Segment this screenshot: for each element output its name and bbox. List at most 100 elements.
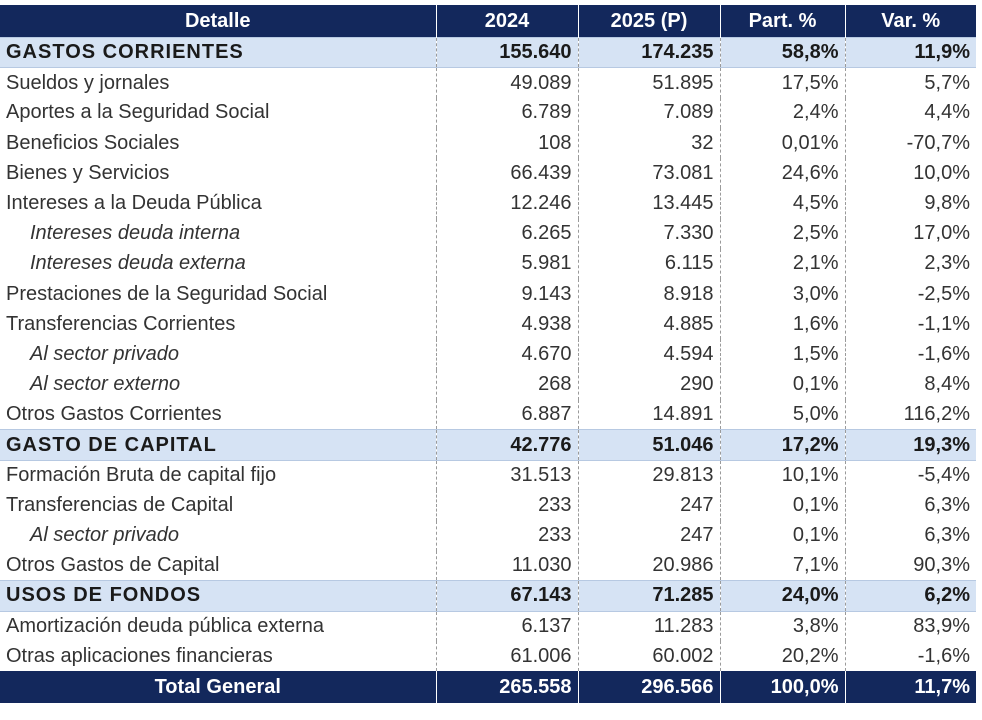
value-part: 1,6% xyxy=(719,309,845,340)
value-part: 2,1% xyxy=(719,248,845,279)
value-var: 4,4% xyxy=(844,97,976,129)
value-2024: 4.938 xyxy=(435,309,578,340)
table-row: Intereses deuda externa 5.981 6.115 2,1% 2,3… xyxy=(0,248,976,279)
value-2025: 51.046 xyxy=(577,429,720,461)
table-row: Formación Bruta de capital fijo 31.513 29.… xyxy=(0,460,976,491)
table-row: Prestaciones de la Seguridad Social 9.143… xyxy=(0,279,976,310)
value-2024: 66.439 xyxy=(435,158,578,189)
value-part: 7,1% xyxy=(719,550,845,581)
value-2024: 6.265 xyxy=(435,218,578,249)
header-var: Var. % xyxy=(844,5,976,38)
row-label: Otras aplicaciones financieras xyxy=(6,644,273,667)
value-2024: 42.776 xyxy=(435,429,578,461)
value-2025: 13.445 xyxy=(577,188,720,219)
row-label: Transferencias Corrientes xyxy=(6,312,236,335)
value-part: 10,1% xyxy=(719,460,845,491)
value-var: 19,3% xyxy=(844,429,976,461)
table-row: Intereses deuda interna 6.265 7.330 2,5% 17,… xyxy=(0,218,976,249)
value-var: 10,0% xyxy=(844,158,976,189)
value-2025: 8.918 xyxy=(577,279,720,310)
table-row: Beneficios Sociales 108 32 0,01% -70,7% xyxy=(0,128,976,159)
value-2024: 67.143 xyxy=(435,580,578,612)
row-label: Sueldos y jornales xyxy=(6,71,170,94)
value-part: 3,8% xyxy=(719,611,845,642)
value-2025: 20.986 xyxy=(577,550,720,581)
value-2025: 11.283 xyxy=(577,611,720,642)
value-2025: 29.813 xyxy=(577,460,720,491)
value-2025: 290 xyxy=(577,369,720,400)
table-row: Al sector privado 4.670 4.594 1,5% -1,6% xyxy=(0,339,976,370)
total-row: Total General 265.558 296.566 100,0% 11,… xyxy=(0,671,976,704)
value-2024: 6.137 xyxy=(435,611,578,642)
value-var: 83,9% xyxy=(844,611,976,642)
value-part: 24,0% xyxy=(719,580,845,612)
row-label: GASTO DE CAPITAL xyxy=(0,429,436,461)
header-2025: 2025 (P) xyxy=(577,5,720,38)
value-part: 24,6% xyxy=(719,158,845,189)
value-var: 6,3% xyxy=(844,520,976,551)
header-detalle: Detalle xyxy=(0,5,436,38)
table-row: Bienes y Servicios 66.439 73.081 24,6% 10,0% xyxy=(0,158,976,189)
value-2024: 233 xyxy=(435,520,578,551)
section-row: GASTOS CORRIENTES 155.640 174.235 58,8% 11,9… xyxy=(0,36,976,69)
value-var: -5,4% xyxy=(844,460,976,491)
table-row: Transferencias de Capital 233 247 0,1% 6,3% xyxy=(0,490,976,521)
total-2024: 265.558 xyxy=(435,671,578,704)
value-2024: 12.246 xyxy=(435,188,578,219)
value-part: 58,8% xyxy=(719,36,845,69)
table-row: Aportes a la Seguridad Social 6.789 7.089 2… xyxy=(0,97,976,129)
budget-table: Detalle 2024 2025 (P) Part. % Var. % GAS… xyxy=(0,5,976,704)
row-label: Intereses deuda interna xyxy=(30,222,241,245)
value-2025: 73.081 xyxy=(577,158,720,189)
value-part: 0,1% xyxy=(719,369,845,400)
table-row: Amortización deuda pública externa 6.137 1… xyxy=(0,611,976,642)
value-var: -1,1% xyxy=(844,309,976,340)
value-2025: 247 xyxy=(577,520,720,551)
value-2024: 31.513 xyxy=(435,460,578,491)
table-header-row: Detalle 2024 2025 (P) Part. % Var. % xyxy=(0,5,976,38)
row-label: Al sector externo xyxy=(30,373,181,396)
value-2025: 6.115 xyxy=(577,248,720,279)
value-2025: 174.235 xyxy=(577,36,720,69)
value-2024: 9.143 xyxy=(435,279,578,310)
value-var: 2,3% xyxy=(844,248,976,279)
row-label: Al sector privado xyxy=(30,524,179,547)
value-2025: 247 xyxy=(577,490,720,521)
row-label: Intereses a la Deuda Pública xyxy=(6,192,262,215)
value-part: 17,2% xyxy=(719,429,845,461)
value-2025: 7.330 xyxy=(577,218,720,249)
value-part: 20,2% xyxy=(719,641,845,672)
row-label: Transferencias de Capital xyxy=(6,493,234,516)
table-row: Sueldos y jornales 49.089 51.895 17,5% 5,7% xyxy=(0,67,976,98)
value-2024: 233 xyxy=(435,490,578,521)
value-part: 17,5% xyxy=(719,67,845,98)
row-label: Al sector privado xyxy=(30,342,179,365)
value-2024: 5.981 xyxy=(435,248,578,279)
value-part: 1,5% xyxy=(719,339,845,370)
table-row: Otros Gastos de Capital 11.030 20.986 7,1% 9… xyxy=(0,550,976,581)
row-label: GASTOS CORRIENTES xyxy=(0,36,436,69)
row-label: Formación Bruta de capital fijo xyxy=(6,463,277,486)
value-2024: 155.640 xyxy=(435,36,578,69)
value-2024: 6.887 xyxy=(435,399,578,430)
value-2025: 32 xyxy=(577,128,720,159)
value-2025: 51.895 xyxy=(577,67,720,98)
value-part: 3,0% xyxy=(719,279,845,310)
value-part: 2,5% xyxy=(719,218,845,249)
table-row: Al sector privado 233 247 0,1% 6,3% xyxy=(0,520,976,551)
value-var: 116,2% xyxy=(844,399,976,430)
total-label: Total General xyxy=(0,671,436,704)
section-row: GASTO DE CAPITAL 42.776 51.046 17,2% 19,3% xyxy=(0,429,976,461)
section-row: USOS DE FONDOS 67.143 71.285 24,0% 6,2% xyxy=(0,580,976,612)
value-2025: 60.002 xyxy=(577,641,720,672)
value-part: 0,1% xyxy=(719,490,845,521)
value-2024: 108 xyxy=(435,128,578,159)
value-var: 8,4% xyxy=(844,369,976,400)
value-2025: 4.885 xyxy=(577,309,720,340)
total-2025: 296.566 xyxy=(577,671,720,704)
row-label: Prestaciones de la Seguridad Social xyxy=(6,282,328,305)
value-2024: 6.789 xyxy=(435,97,578,129)
row-label: USOS DE FONDOS xyxy=(0,580,436,612)
value-var: -2,5% xyxy=(844,279,976,310)
value-part: 2,4% xyxy=(719,97,845,129)
